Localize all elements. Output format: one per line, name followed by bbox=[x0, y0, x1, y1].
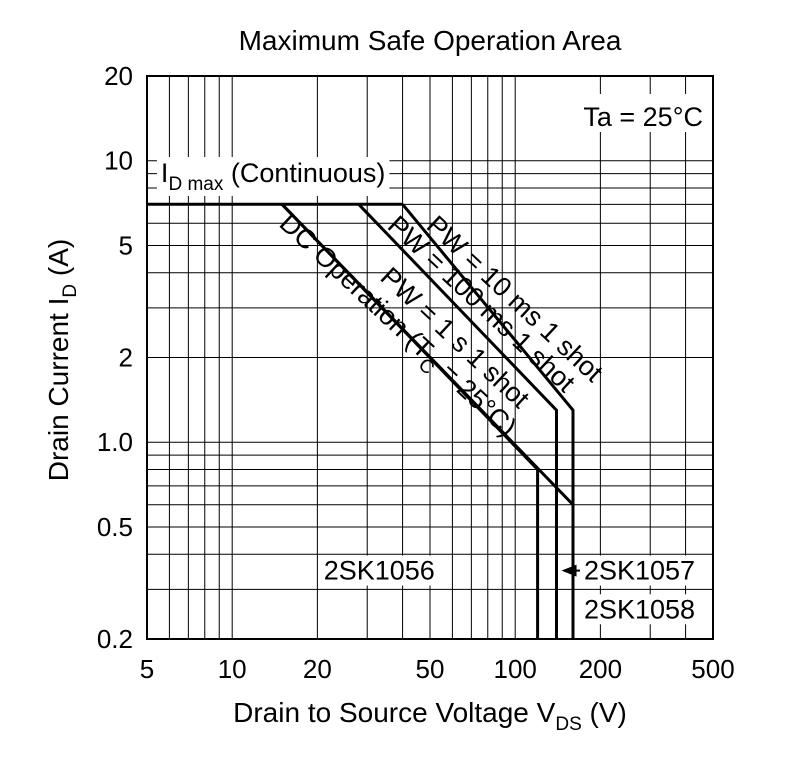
y-tick-label: 1.0 bbox=[97, 427, 133, 457]
idmax-label-rest: (Continuous) bbox=[223, 158, 385, 188]
x-axis-title-sub: DS bbox=[555, 714, 581, 735]
y-axis-title-sub: D bbox=[60, 284, 81, 298]
sk1057-label-text: 2SK1057 bbox=[584, 556, 695, 586]
sk1056-label-text: 2SK1056 bbox=[324, 556, 435, 586]
curve-dc bbox=[280, 203, 540, 639]
curve-annotations: ID max (Continuous) PW = 10 ms 1 shot PW… bbox=[156, 157, 609, 442]
y-tick-label: 5 bbox=[119, 230, 133, 260]
idmax-label: ID max (Continuous) bbox=[156, 157, 390, 197]
idmax-label-main: I bbox=[161, 158, 169, 188]
idmax-label-bg bbox=[156, 157, 390, 197]
x-tick-label: 20 bbox=[303, 654, 332, 684]
sk1057-label-bg bbox=[579, 555, 700, 586]
y-axis-title-main: Drain Current I bbox=[43, 298, 74, 482]
pointer-arrowhead bbox=[561, 564, 577, 577]
x-tick-label: 5 bbox=[140, 654, 154, 684]
x-tick-label: 50 bbox=[416, 654, 445, 684]
y-axis-title: Drain Current ID (A) bbox=[43, 239, 81, 481]
chart-title: Maximum Safe Operation Area bbox=[239, 25, 622, 56]
condition-label: Ta = 25°C bbox=[554, 94, 710, 132]
y-tick-label: 10 bbox=[104, 146, 133, 176]
grid bbox=[147, 76, 713, 639]
plot-frame bbox=[146, 75, 714, 640]
condition-text: Ta = 25°C bbox=[583, 102, 703, 132]
x-tick-label: 200 bbox=[579, 654, 622, 684]
curves bbox=[147, 202, 575, 639]
sk1058-label: 2SK1058 bbox=[579, 594, 700, 625]
x-tick-label: 100 bbox=[493, 654, 536, 684]
sk1056-label-bg bbox=[319, 555, 439, 586]
sk1058-label-text: 2SK1058 bbox=[584, 594, 695, 624]
x-tick-label: 500 bbox=[691, 654, 734, 684]
x-axis-title: Drain to Source Voltage VDS (V) bbox=[233, 697, 627, 735]
y-tick-label: 20 bbox=[104, 61, 133, 91]
idmax-label-sub: D max bbox=[168, 174, 223, 195]
y-axis-title-unit: (A) bbox=[43, 239, 74, 284]
svg-text:ID max (Continuous): ID max (Continuous) bbox=[161, 158, 386, 195]
device-labels: 2SK1056 2SK1057 2SK1058 bbox=[319, 555, 700, 625]
curve-pw100ms bbox=[357, 203, 558, 639]
y-tick-label: 2 bbox=[119, 343, 133, 373]
sk1056-label: 2SK1056 bbox=[319, 555, 439, 586]
tick-labels: 5 10 20 50 100 200 500 0.2 0.5 1.0 2 5 10 20 bbox=[97, 61, 735, 684]
y-tick-label: 0.2 bbox=[97, 624, 133, 654]
x-tick-label: 10 bbox=[218, 654, 247, 684]
x-axis-title-main: Drain to Source Voltage V bbox=[233, 697, 556, 728]
sk1057-label: 2SK1057 bbox=[579, 555, 700, 586]
y-tick-label: 0.5 bbox=[97, 512, 133, 542]
sk1058-label-bg bbox=[579, 594, 700, 625]
x-axis-title-unit: (V) bbox=[582, 697, 627, 728]
